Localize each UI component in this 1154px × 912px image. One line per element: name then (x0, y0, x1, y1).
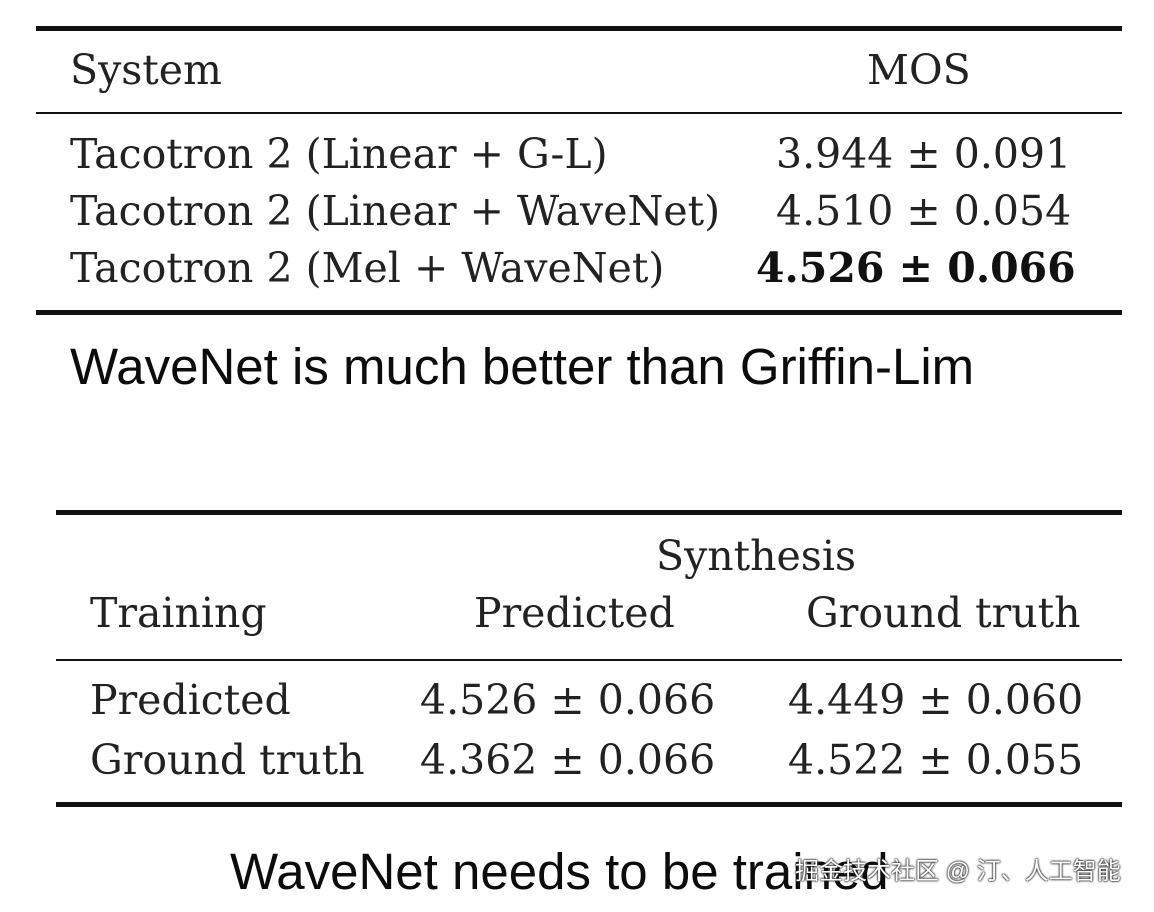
table1-system-cell: Tacotron 2 (Mel + WaveNet) (70, 244, 665, 292)
table1-header-rule (36, 112, 1122, 114)
table2-bottom-rule (56, 802, 1122, 807)
table1-top-rule (36, 26, 1122, 31)
table2-header-predicted: Predicted (474, 589, 675, 637)
table1-header-mos: MOS (867, 46, 971, 94)
table2-caption: WaveNet needs to be trained (230, 843, 889, 900)
table2-ground-truth-cell: 4.449 ± 0.060 (788, 676, 1084, 724)
table1-system-cell: Tacotron 2 (Linear + WaveNet) (70, 187, 721, 235)
table2-predicted-cell: 4.526 ± 0.066 (420, 676, 716, 724)
table1-mos-cell-best: 4.526 ± 0.066 (756, 244, 1076, 292)
table2-header-training: Training (90, 589, 267, 637)
table2-predicted-cell: 4.362 ± 0.066 (420, 736, 716, 784)
table2-header-rule (56, 659, 1122, 661)
table1-caption: WaveNet is much better than Griffin-Lim (70, 338, 975, 395)
watermark: 掘金技术社区 @ 汀、人工智能 (795, 858, 1121, 885)
table2-group-header: Synthesis (656, 532, 856, 580)
table1-mos-cell: 3.944 ± 0.091 (776, 130, 1072, 178)
table2-top-rule (56, 510, 1122, 515)
table1-mos-cell: 4.510 ± 0.054 (776, 187, 1072, 235)
table2-ground-truth-cell: 4.522 ± 0.055 (788, 736, 1084, 784)
table1-system-cell: Tacotron 2 (Linear + G-L) (70, 130, 608, 178)
table2-training-cell: Ground truth (90, 736, 365, 784)
table2-header-ground-truth: Ground truth (806, 589, 1081, 637)
table1-bottom-rule (36, 310, 1122, 315)
table2-training-cell: Predicted (90, 676, 291, 724)
table1-header-system: System (70, 46, 222, 94)
